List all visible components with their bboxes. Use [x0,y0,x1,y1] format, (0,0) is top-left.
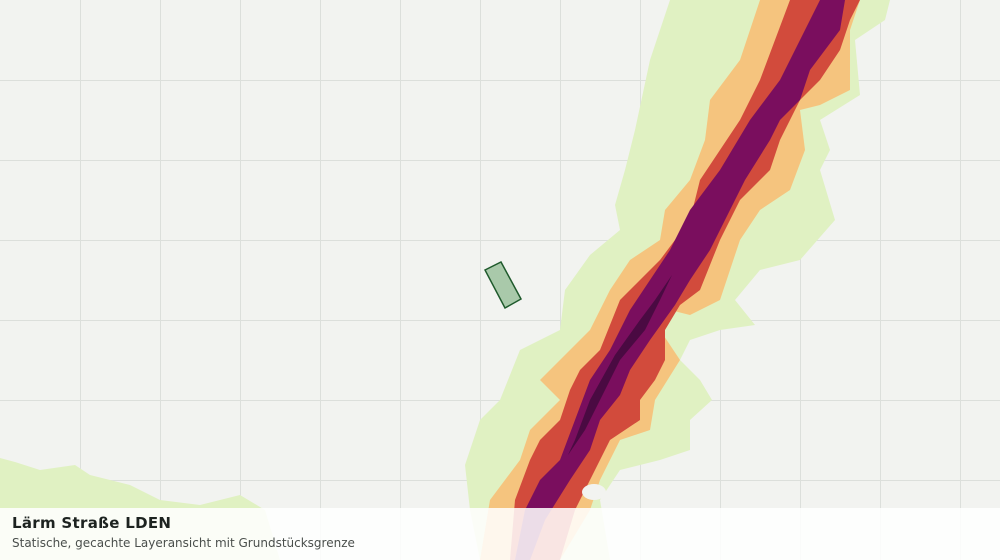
noise-zone-extreme [568,275,672,455]
map-gap [582,484,606,500]
layer-title: Lärm Straße LDEN [12,514,172,532]
caption-bar: Lärm Straße LDEN Statische, gecachte Lay… [0,508,1000,560]
layer-subtitle: Statische, gecachte Layeransicht mit Gru… [12,536,355,550]
parcel-boundary [483,261,523,310]
noise-zone-very-high [515,0,845,560]
